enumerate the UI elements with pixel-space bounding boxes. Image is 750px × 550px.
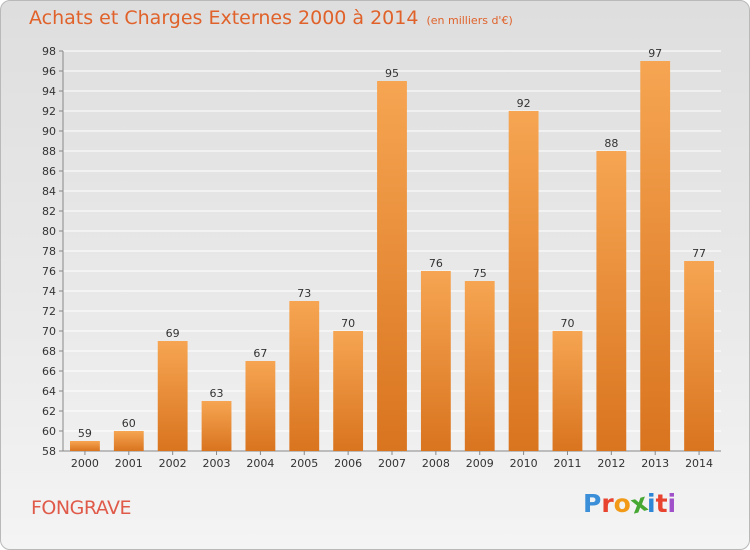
y-tick-label: 86 [42, 165, 56, 178]
y-tick-label: 98 [42, 45, 56, 58]
chart-title-text: Achats et Charges Externes 2000 à 2014 [29, 7, 419, 29]
place-name: FONGRAVE [31, 497, 132, 519]
y-tick-label: 90 [42, 125, 56, 138]
bar-2008 [420, 271, 451, 451]
y-tick-label: 64 [42, 385, 56, 398]
bars [70, 61, 714, 451]
chart-title: Achats et Charges Externes 2000 à 2014 (e… [29, 7, 513, 29]
value-label-2008: 76 [429, 257, 443, 270]
value-label-2002: 69 [166, 327, 180, 340]
logo-letter: t [655, 489, 668, 518]
bar-2003 [201, 401, 232, 451]
y-tick-label: 66 [42, 365, 56, 378]
y-tick-label: 78 [42, 245, 56, 258]
x-tick-label-2001: 2001 [115, 457, 143, 470]
x-tick-labels: 2000 2001 2002 2003 2004 2005 2006 2007 2008 2009… [71, 457, 713, 470]
y-tick-label: 70 [42, 325, 56, 338]
bar-2001 [113, 431, 144, 451]
bar-2010 [508, 111, 539, 451]
bar-2012 [596, 151, 627, 451]
bar-2013 [640, 61, 671, 451]
y-tick-label: 58 [42, 445, 56, 458]
y-tick-label: 72 [42, 305, 56, 318]
bar-2007 [377, 81, 407, 451]
y-tick-label: 62 [42, 405, 56, 418]
value-label-2004: 67 [253, 347, 267, 360]
value-label-2009: 75 [473, 267, 487, 280]
y-tick-label: 80 [42, 225, 56, 238]
bar-2014 [684, 261, 714, 451]
y-tick-label: 92 [42, 105, 56, 118]
bar-2006 [333, 331, 364, 451]
x-tick-label-2007: 2007 [378, 457, 406, 470]
bar-2005 [289, 301, 320, 451]
value-label-2005: 73 [297, 287, 311, 300]
y-tick-label: 74 [42, 285, 56, 298]
y-tick-label: 82 [42, 205, 56, 218]
value-labels: 59 60 69 63 67 73 70 95 76 75 92 70 88 97 77 [78, 47, 706, 440]
bar-2009 [464, 281, 495, 451]
value-label-2003: 63 [210, 387, 224, 400]
bar-2002 [157, 341, 188, 451]
value-label-2000: 59 [78, 427, 92, 440]
value-label-2012: 88 [604, 137, 618, 150]
logo-letter: o [613, 489, 631, 518]
bar-2011 [552, 331, 583, 451]
chart-subtitle: (en milliers d'€) [426, 14, 513, 27]
y-tick-label: 96 [42, 65, 56, 78]
x-tick-label-2011: 2011 [553, 457, 581, 470]
x-tick-label-2000: 2000 [71, 457, 99, 470]
value-label-2010: 92 [517, 97, 531, 110]
logo-letter: P [583, 489, 602, 518]
logo-letter: r [601, 489, 614, 518]
x-tick-label-2004: 2004 [246, 457, 274, 470]
proxiti-logo[interactable]: Proxiti [583, 487, 677, 519]
y-tick-label: 88 [42, 145, 56, 158]
bar-2004 [245, 361, 276, 451]
value-label-2013: 97 [648, 47, 662, 60]
x-tick-label-2005: 2005 [290, 457, 318, 470]
x-tick-label-2009: 2009 [466, 457, 494, 470]
y-tick-labels: 58 60 62 64 66 68 70 72 74 76 78 80 82 84 86 88 90 92 94 96… [42, 45, 56, 458]
logo-letter: i [667, 489, 677, 518]
value-label-2007: 95 [385, 67, 399, 80]
value-label-2011: 70 [560, 317, 574, 330]
x-tick-label-2013: 2013 [641, 457, 669, 470]
y-tick-label: 76 [42, 265, 56, 278]
x-tick-label-2008: 2008 [422, 457, 450, 470]
x-tick-label-2014: 2014 [685, 457, 713, 470]
x-tick-label-2003: 2003 [203, 457, 231, 470]
x-tick-label-2002: 2002 [159, 457, 187, 470]
logo-letter: i [647, 489, 656, 518]
value-label-2014: 77 [692, 247, 706, 260]
value-label-2006: 70 [341, 317, 355, 330]
value-label-2001: 60 [122, 417, 136, 430]
x-tick-label-2010: 2010 [510, 457, 538, 470]
x-tick-label-2012: 2012 [597, 457, 625, 470]
y-tick-label: 60 [42, 425, 56, 438]
y-tick-label: 68 [42, 345, 56, 358]
x-tick-label-2006: 2006 [334, 457, 362, 470]
y-tick-label: 84 [42, 185, 56, 198]
y-tick-label: 94 [42, 85, 56, 98]
bar-2000 [70, 441, 100, 451]
